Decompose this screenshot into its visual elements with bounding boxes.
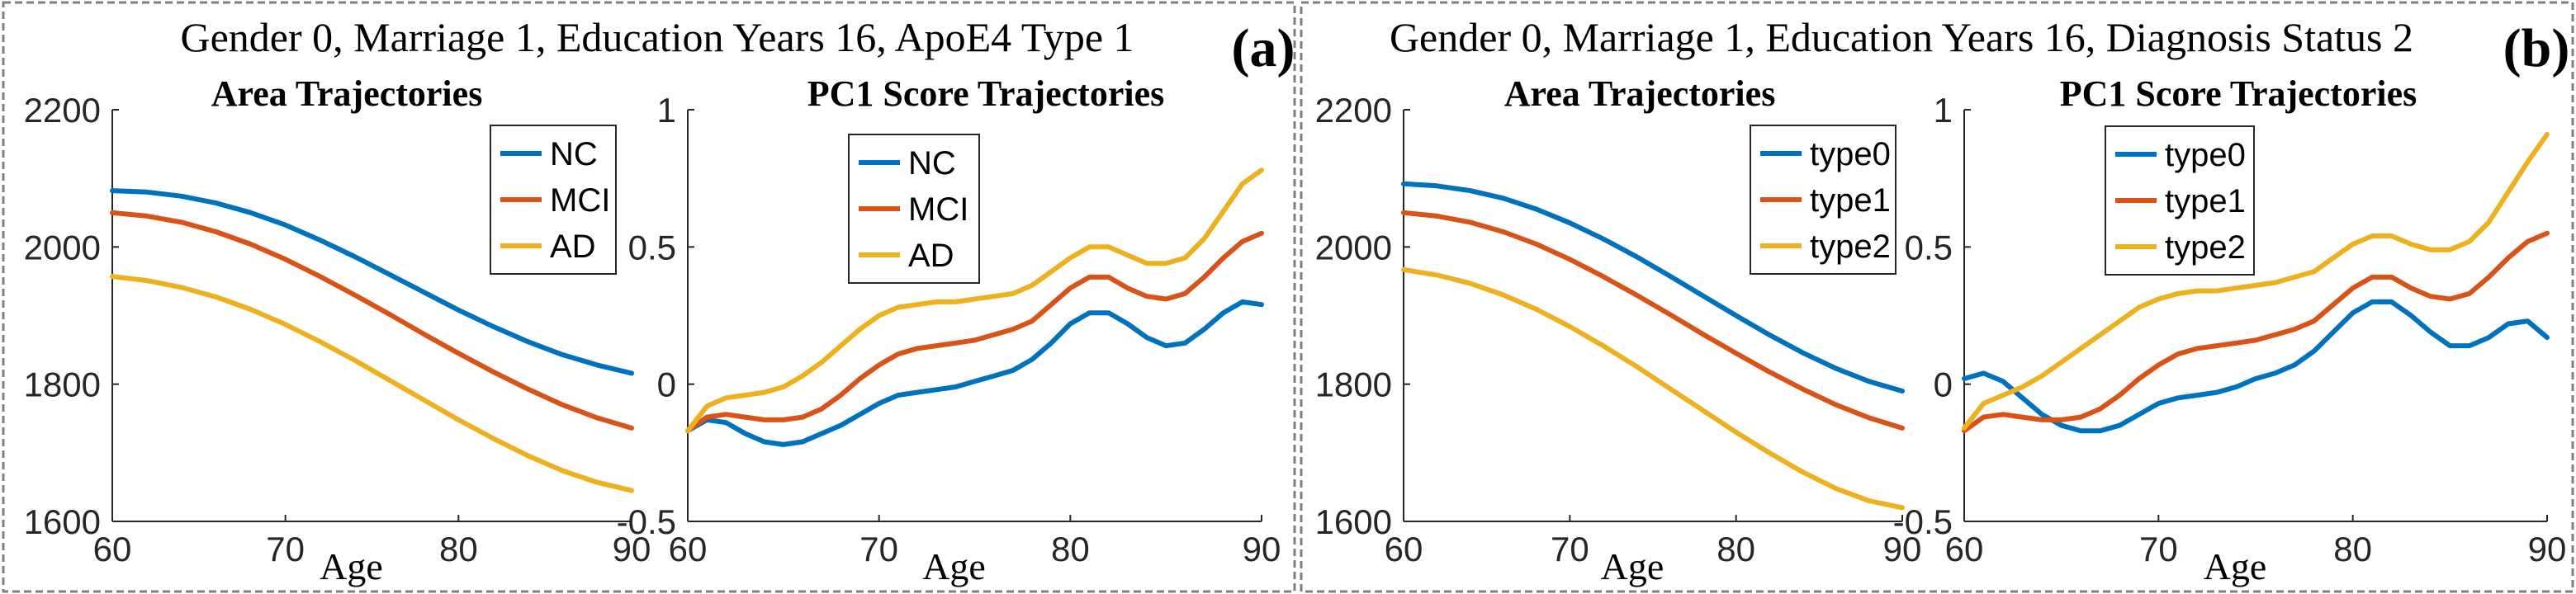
series-line-mci	[685, 230, 1264, 434]
panel-a-title: Gender 0, Marriage 1, Education Years 16…	[180, 14, 1134, 60]
x-tick-label: 80	[439, 530, 478, 568]
series-line-type0	[1962, 299, 2550, 434]
x-axis-label: Age	[1601, 545, 1664, 587]
legend-entry: type2	[2165, 229, 2246, 266]
x-tick-label: 60	[669, 530, 708, 568]
chart-pc1-trajectories-b: PC1 Score Trajectories -0.5 0 0.5 1 60 70 80 90 A…	[1893, 73, 2567, 587]
y-tick-label: 1	[1934, 91, 1953, 130]
plot-title: PC1 Score Trajectories	[807, 73, 1165, 114]
legend: NC MCI AD	[490, 125, 617, 275]
y-tick-label: 2200	[1315, 91, 1392, 130]
legend-entry: NC	[908, 145, 956, 182]
legend: type0 type1 type2	[1750, 125, 1896, 275]
legend: type0 type1 type2	[2105, 125, 2255, 276]
y-tick-label: 1800	[1315, 365, 1392, 404]
series-line-ad	[685, 167, 1264, 434]
y-tick-label: 0	[1934, 365, 1953, 404]
legend-entry: NC	[550, 136, 598, 172]
y-tick-label: 0	[657, 365, 676, 404]
panel-b-border	[1300, 1, 2574, 593]
y-tick-label: 1	[657, 91, 676, 130]
y-tick-label: 2000	[1315, 228, 1392, 266]
x-tick-label: 60	[93, 530, 132, 568]
x-tick-label: 90	[1883, 530, 1922, 568]
x-tick-label: 80	[1717, 530, 1755, 568]
series-line-nc	[685, 299, 1264, 447]
x-tick-label: 60	[1945, 530, 1984, 568]
x-tick-label: 70	[2139, 530, 2178, 568]
x-tick-label: 90	[613, 530, 651, 568]
legend-entry: type0	[1810, 136, 1891, 172]
x-tick-label: 80	[2333, 530, 2372, 568]
legend-entry: MCI	[908, 191, 968, 228]
legend-entry: type2	[1810, 229, 1891, 265]
x-axis-label: Age	[922, 545, 986, 587]
legend-entry: AD	[908, 238, 954, 274]
y-tick-label: 2200	[24, 91, 101, 130]
y-tick-label: -0.5	[617, 502, 676, 541]
chart-area-trajectories-b: Area Trajectories 1600 1800 2000 2200 60 70 80 9…	[1315, 73, 1922, 587]
plot-title: Area Trajectories	[1504, 73, 1776, 114]
series-line-ad	[110, 274, 634, 493]
y-tick-label: 0.5	[628, 228, 676, 266]
chart-pc1-trajectories-a: PC1 Score Trajectories -0.5 0 0.5 1 60 70 80 90 A…	[617, 73, 1281, 587]
series-line-nc	[110, 188, 634, 376]
series-line-mci	[110, 210, 634, 431]
chart-area-trajectories-a: Area Trajectories 1600 1800 2000 2200 60 70 80 9…	[24, 73, 651, 587]
x-tick-label: 70	[266, 530, 305, 568]
y-tick-label: 1600	[24, 502, 101, 541]
y-tick-label: 1800	[24, 365, 101, 404]
plot-title: PC1 Score Trajectories	[2060, 73, 2417, 114]
legend-entry: type0	[2165, 137, 2246, 173]
panel-a-border	[2, 1, 1296, 593]
panel-b-label: (b)	[2503, 18, 2570, 78]
series-line-type2	[1962, 131, 2550, 431]
panel-a-label: (a)	[1232, 18, 1295, 78]
y-tick-label: 2000	[24, 228, 101, 266]
y-tick-label: 0.5	[1905, 228, 1953, 266]
series-line-type1	[1962, 230, 2550, 434]
x-tick-label: 70	[1551, 530, 1589, 568]
legend-entry: MCI	[550, 182, 610, 219]
series-line-type0	[1401, 181, 1905, 394]
legend-entry: type1	[1810, 182, 1891, 219]
x-tick-label: 80	[1051, 530, 1090, 568]
x-tick-label: 90	[2528, 530, 2567, 568]
plot-title: Area Trajectories	[211, 73, 483, 114]
y-tick-label: -0.5	[1893, 502, 1953, 541]
x-axis-label: Age	[320, 545, 383, 587]
legend-entry: type1	[2165, 183, 2246, 219]
panel-b-title: Gender 0, Marriage 1, Education Years 16…	[1390, 14, 2413, 60]
legend: NC MCI AD	[848, 134, 980, 284]
series-line-type2	[1401, 266, 1905, 511]
x-axis-label: Age	[2204, 545, 2267, 587]
x-tick-label: 60	[1385, 530, 1423, 568]
legend-entry: AD	[550, 229, 596, 265]
y-tick-label: 1600	[1315, 502, 1392, 541]
series-line-type1	[1401, 210, 1905, 431]
x-tick-label: 90	[1243, 530, 1281, 568]
x-tick-label: 70	[859, 530, 898, 568]
